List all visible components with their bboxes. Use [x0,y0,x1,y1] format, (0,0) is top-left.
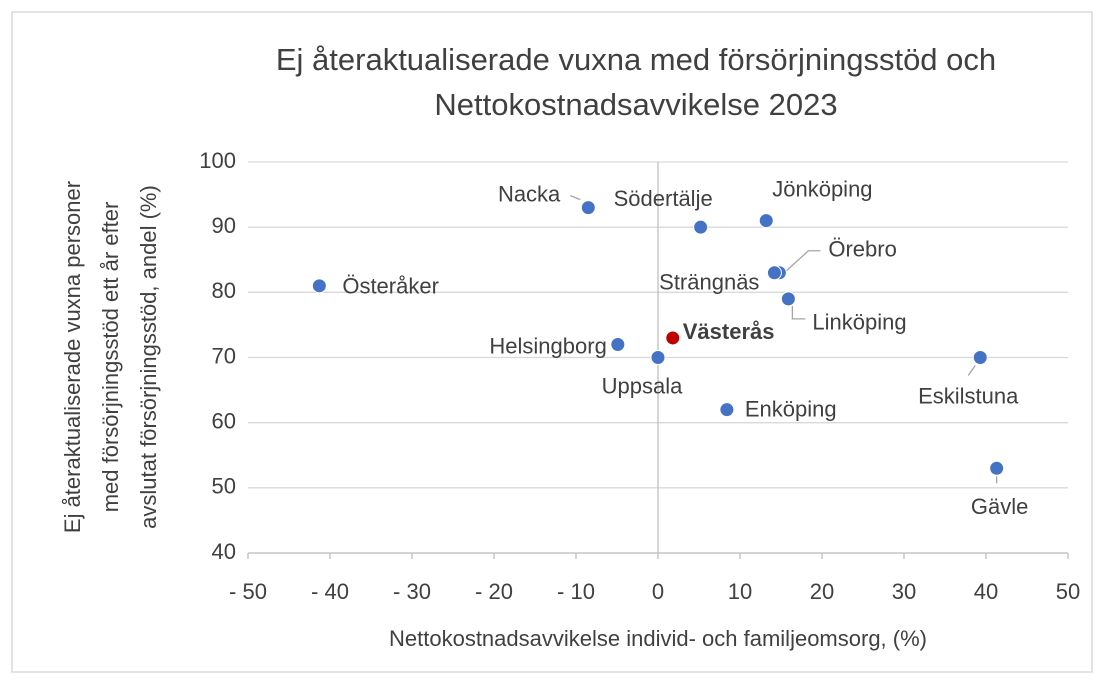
point-label: Örebro [828,237,896,262]
point-label: Uppsala [602,373,683,398]
x-tick-label: 10 [728,579,752,604]
x-tick-label: - 20 [475,579,513,604]
chart-title: Ej återaktualiserade vuxna med försörjni… [276,42,996,77]
point [650,350,666,365]
point-label: Jönköping [772,176,872,201]
point [719,402,735,418]
point [610,336,626,352]
point-label: Västerås [683,319,775,344]
point [989,460,1005,476]
point [758,213,774,229]
chart-title: Nettokostnadsavvikelse 2023 [434,87,837,122]
point-label: Södertälje [614,186,713,211]
point [766,265,782,281]
y-tick-label: 40 [212,539,236,564]
x-tick-label: - 40 [311,579,349,604]
point [780,291,796,307]
point-label: Gävle [971,494,1028,519]
x-tick-label: 0 [652,579,664,604]
y-axis-label-line: Ej återaktualiserade vuxna personer [60,181,85,533]
point-label: Enköping [745,396,837,421]
y-tick-label: 60 [212,408,236,433]
point [311,278,327,294]
y-tick-label: 90 [212,213,236,238]
leader-line [784,250,821,273]
point [972,350,988,365]
point-label: Eskilstuna [918,383,1019,408]
y-tick-label: 50 [212,474,236,499]
chart-frame [11,11,1093,673]
y-tick-label: 100 [199,148,236,173]
y-tick-label: 80 [212,278,236,303]
point [693,219,709,235]
point [665,330,681,346]
leader-line [570,195,581,201]
x-tick-label: 20 [810,579,834,604]
y-axis-label-line: med försörjningsstöd ett år efter [98,202,123,513]
x-tick-label: - 50 [229,579,267,604]
point-label: Österåker [342,274,439,299]
point-label: Helsingborg [489,333,606,358]
point-label: Nacka [498,181,561,206]
x-tick-label: 50 [1056,579,1080,604]
leader-line [967,365,976,376]
x-tick-label: 40 [974,579,998,604]
y-axis-label: Ej återaktualiserade vuxna personer med … [60,181,161,533]
y-axis-label-line: avslutat försörjningsstöd, andel (%) [136,185,161,529]
point [580,200,596,216]
point-label: Linköping [812,310,906,335]
x-tick-label: - 10 [557,579,595,604]
y-tick-label: 70 [212,343,236,368]
x-axis-label: Nettokostnadsavvikelse individ- och fami… [389,626,927,651]
point-label: Strängnäs [659,270,759,295]
leader-line [791,305,806,320]
x-tick-label: - 30 [393,579,431,604]
x-tick-label: 30 [892,579,916,604]
